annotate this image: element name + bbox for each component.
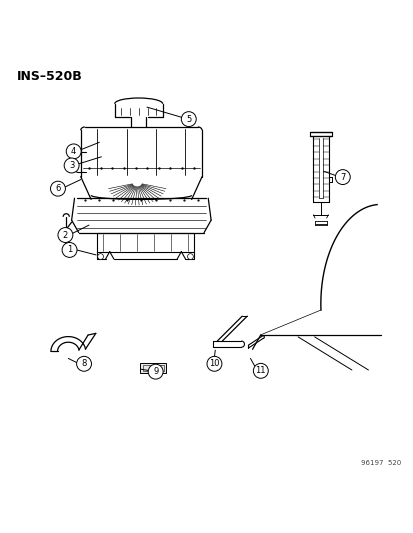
Circle shape bbox=[206, 357, 221, 372]
Circle shape bbox=[62, 243, 77, 257]
Circle shape bbox=[148, 364, 163, 379]
Circle shape bbox=[50, 181, 65, 196]
Text: 9: 9 bbox=[153, 367, 158, 376]
Circle shape bbox=[181, 112, 196, 126]
Text: 4: 4 bbox=[71, 147, 76, 156]
Circle shape bbox=[335, 169, 349, 184]
Text: 8: 8 bbox=[81, 359, 86, 368]
Text: 1: 1 bbox=[67, 245, 72, 254]
Text: 3: 3 bbox=[69, 161, 74, 170]
Text: 10: 10 bbox=[209, 359, 219, 368]
Circle shape bbox=[76, 357, 91, 372]
Text: 5: 5 bbox=[186, 115, 191, 124]
Circle shape bbox=[253, 364, 268, 378]
Circle shape bbox=[66, 144, 81, 159]
Bar bbox=[140, 363, 166, 373]
Text: 2: 2 bbox=[63, 231, 68, 239]
Circle shape bbox=[64, 158, 79, 173]
Text: INS–520B: INS–520B bbox=[17, 70, 82, 83]
Bar bbox=[142, 365, 163, 372]
Text: 6: 6 bbox=[55, 184, 60, 193]
Text: 11: 11 bbox=[255, 366, 266, 375]
Text: 96197  520: 96197 520 bbox=[361, 460, 401, 466]
Circle shape bbox=[187, 254, 193, 260]
Text: 7: 7 bbox=[339, 173, 344, 182]
Circle shape bbox=[58, 228, 73, 243]
Circle shape bbox=[97, 254, 103, 260]
